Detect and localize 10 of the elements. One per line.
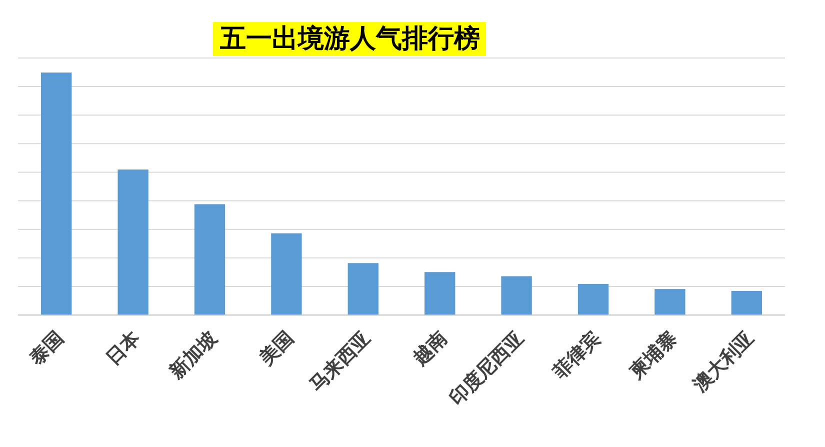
x-tick-label: 新加坡 (165, 326, 222, 383)
x-tick-label: 美国 (256, 326, 298, 370)
x-tick-label: 澳大利亚 (688, 326, 758, 396)
x-tick-label: 日本 (102, 326, 145, 370)
x-tick-label: 菲律宾 (548, 326, 605, 383)
x-tick-label: 马来西亚 (305, 326, 375, 396)
x-tick-label: 柬埔寨 (626, 326, 682, 383)
title: 五一出境游人气排行榜 (220, 24, 480, 54)
x-tick-label: 越南 (408, 326, 452, 370)
x-tick-label: 泰国 (25, 326, 68, 370)
